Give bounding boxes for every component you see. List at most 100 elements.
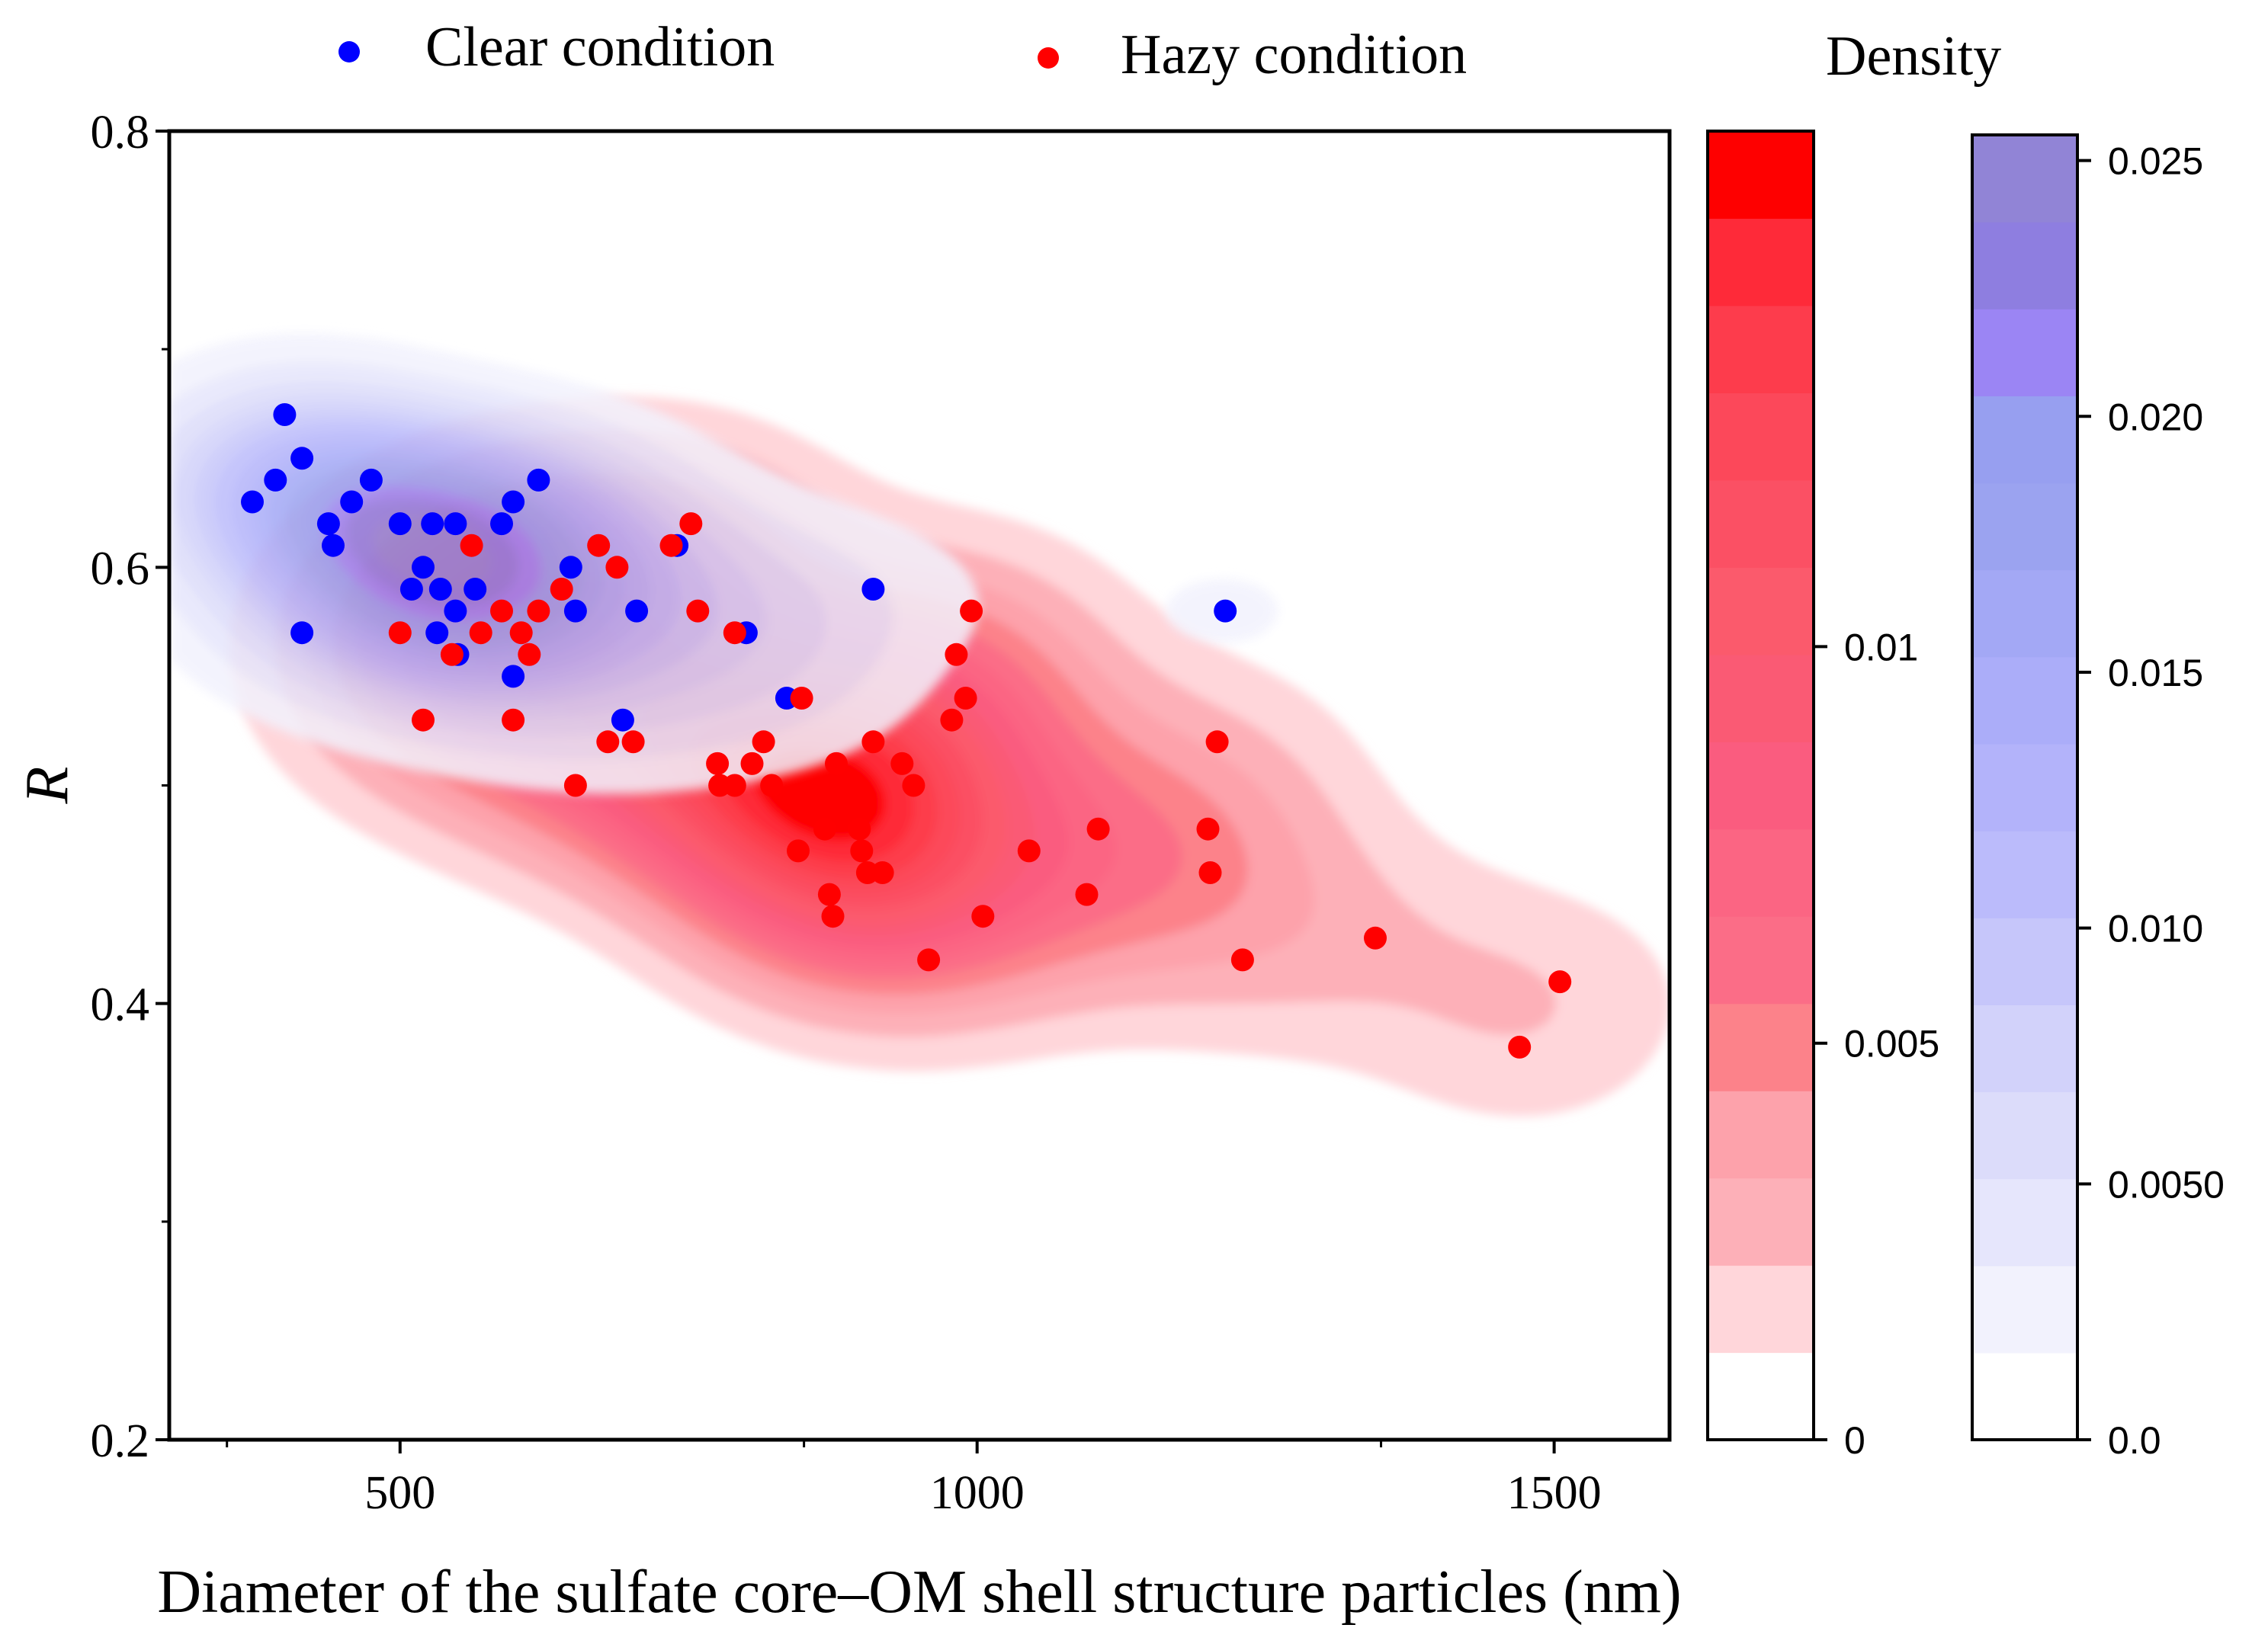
colorbar-hazy-swatch (1708, 916, 1814, 1005)
colorbar-hazy: 00.0050.010.02 (1706, 130, 1939, 1462)
y-axis: 0.2 0.4 0.6 0.8 (91, 107, 169, 1467)
scatter-hazy-point (945, 643, 968, 666)
colorbar-clear-tick-label: 0.010 (2108, 908, 2203, 950)
scatter-hazy-point (659, 534, 683, 557)
colorbar-clear-swatch (1972, 1265, 2077, 1354)
scatter-clear-point (412, 556, 435, 579)
scatter-hazy-point (502, 708, 525, 732)
scatter-hazy-point (902, 774, 925, 797)
colorbar-clear-swatch (1972, 1352, 2077, 1441)
scatter-hazy-point (790, 687, 813, 710)
colorbar-clear-tick-label: 0.0 (2108, 1419, 2161, 1462)
scatter-hazy-point (825, 751, 848, 775)
scatter-clear-point (399, 578, 423, 601)
scatter-hazy-point (460, 534, 483, 557)
legend-entry-clear[interactable]: Clear condition (338, 16, 775, 79)
scatter-clear-point (316, 512, 340, 536)
colorbar-clear-swatch (1972, 482, 2077, 571)
scatter-clear-point (421, 512, 444, 536)
colorbar-clear-tick-label: 0.015 (2108, 652, 2203, 694)
colorbar-clear-tick-label: 0.025 (2108, 140, 2203, 183)
scatter-hazy-point (490, 599, 513, 623)
y-tick-label: 0.2 (91, 1415, 150, 1467)
scatter-clear-point (464, 578, 487, 601)
scatter-hazy-point (518, 643, 541, 666)
x-axis: 500 1000 1500 (226, 1440, 1602, 1519)
scatter-hazy-point (813, 817, 836, 841)
legend-entry-hazy[interactable]: Hazy condition (1038, 24, 1467, 86)
scatter-clear-point (290, 621, 314, 645)
scatter-clear-point (359, 468, 383, 492)
legend-label-clear: Clear condition (425, 16, 775, 79)
colorbar-hazy-swatch (1708, 1091, 1814, 1179)
colorbar-hazy-swatch (1708, 479, 1814, 568)
colorbar-hazy-swatch (1708, 742, 1814, 830)
colorbar-clear-swatch (1972, 135, 2077, 223)
colorbar-hazy-swatch (1708, 1265, 1814, 1354)
colorbar-clear-tick-label: 0.020 (2108, 396, 2203, 438)
colorbar-hazy-swatch (1708, 1352, 1814, 1441)
colorbar-clear: 0.0 0.0050 0.010 0.015 0.020 0.025 (1971, 133, 2225, 1462)
scatter-clear-point (527, 468, 550, 492)
scatter-hazy-point (1075, 883, 1099, 906)
scatter-hazy-point (550, 578, 573, 601)
scatter-hazy-point (890, 751, 914, 775)
scatter-hazy-point (1196, 817, 1220, 841)
scatter-clear-point (388, 512, 412, 536)
legend-marker-hazy (1038, 47, 1059, 69)
colorbar-hazy-tick-label: 0 (1844, 1419, 1865, 1462)
scatter-clear-point (490, 512, 513, 536)
scatter-hazy-point (760, 774, 784, 797)
scatter-clear-point (444, 599, 467, 623)
y-axis-label: R (14, 767, 81, 805)
colorbar-clear-swatch (1972, 918, 2077, 1005)
colorbar-hazy-swatch (1708, 654, 1814, 742)
colorbar-title: Density (1826, 25, 2001, 88)
scatter-hazy-point (1548, 970, 1572, 994)
scatter-clear-point (340, 490, 364, 514)
scatter-clear-point (425, 621, 449, 645)
scatter-hazy-point (848, 817, 871, 841)
colorbar-hazy-swatch (1708, 1003, 1814, 1091)
scatter-hazy-point (917, 948, 941, 972)
scatter-hazy-point (723, 774, 746, 797)
scatter-clear-point (322, 534, 345, 557)
scatter-hazy-point (871, 861, 894, 884)
colorbar-clear-swatch (1972, 309, 2077, 396)
legend-marker-clear (338, 41, 360, 62)
colorbar-clear-swatch (1972, 1005, 2077, 1093)
colorbar-hazy-swatch (1708, 393, 1814, 481)
scatter-hazy-point (587, 534, 611, 557)
scatter-clear-point (264, 468, 287, 492)
scatter-clear-point (241, 490, 264, 514)
scatter-clear-point (502, 665, 525, 688)
scatter-hazy-point (740, 751, 764, 775)
colorbar-clear-swatch (1972, 1178, 2077, 1267)
colorbar-hazy-swatch (1708, 567, 1814, 655)
scatter-hazy-point (861, 730, 885, 754)
y-tick-label: 0.8 (91, 107, 150, 159)
colorbar-hazy-swatch (1708, 305, 1814, 393)
scatter-hazy-point (723, 621, 746, 645)
scatter-hazy-point (412, 708, 435, 732)
scatter-hazy-point (787, 839, 810, 863)
scatter-hazy-point (1017, 839, 1041, 863)
scatter-clear-point (502, 490, 525, 514)
x-tick-label: 1000 (930, 1467, 1025, 1519)
scatter-hazy-point (954, 687, 977, 710)
scatter-hazy-point (940, 708, 964, 732)
scatter-hazy-point (850, 839, 874, 863)
colorbar-clear-swatch (1972, 396, 2077, 484)
colorbar-clear-frame (1971, 133, 2079, 1441)
colorbar-hazy-tick-label: 0.01 (1844, 626, 1918, 668)
scatter-clear-point (428, 578, 452, 601)
scatter-clear-point (563, 599, 587, 623)
scatter-hazy-point (440, 643, 464, 666)
scatter-clear-point (273, 403, 297, 426)
scatter-hazy-point (1508, 1035, 1532, 1059)
scatter-hazy-point (971, 905, 995, 928)
scatter-hazy-point (706, 751, 730, 775)
scatter-clear-point (1214, 599, 1237, 623)
plot-area: 500 1000 1500 0.2 0.4 0.6 0.8 (91, 107, 1672, 1519)
